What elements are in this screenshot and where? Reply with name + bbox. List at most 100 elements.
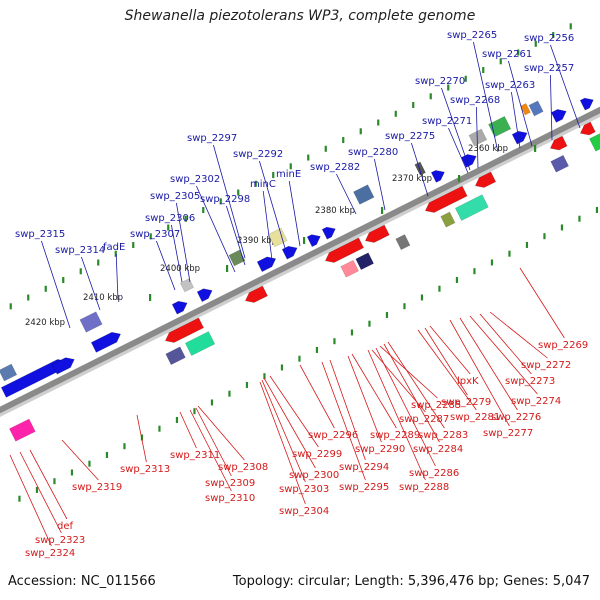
- reverse-gene-arrow: [579, 121, 596, 136]
- gene-arrow-shape: [306, 234, 321, 248]
- forward-gene-label: minC: [250, 179, 276, 190]
- forward-gene-label: swp_2305: [150, 191, 200, 202]
- reverse-label-leader: [321, 361, 366, 481]
- tick-mark: [44, 285, 47, 292]
- feature-block-shape: [589, 128, 600, 152]
- reverse-gene-label: swp_2272: [521, 360, 571, 371]
- tick-mark: [298, 355, 301, 362]
- tick-mark: [272, 172, 275, 179]
- gene-arrow-shape: [171, 300, 188, 315]
- reverse-label-leader: [189, 409, 232, 492]
- reverse-label-leader: [259, 381, 306, 505]
- forward-gene-label: swp_2257: [524, 63, 574, 74]
- reverse-feature-block: [550, 154, 569, 173]
- reverse-gene-label: swp_2288: [399, 482, 449, 493]
- reverse-label-leader: [19, 451, 62, 534]
- reverse-feature-block: [589, 128, 600, 152]
- tick-mark: [525, 241, 529, 248]
- gene-arrow-shape: [256, 256, 277, 273]
- gene-arrow-shape: [244, 285, 268, 303]
- reverse-label-leader: [179, 411, 197, 449]
- forward-label-leader: [262, 190, 273, 261]
- reverse-gene-arrow: [244, 285, 268, 303]
- genome-summary-text: Topology: circular; Length: 5,396,476 bp…: [232, 574, 590, 589]
- kbp-label: 2370 kbp: [392, 174, 432, 184]
- reverse-gene-label: def: [57, 521, 74, 532]
- reverse-gene-arrow: [364, 224, 390, 243]
- tick-mark: [210, 399, 214, 406]
- tick-mark: [377, 119, 380, 126]
- forward-gene-label: swp_2292: [233, 149, 283, 160]
- kbp-tick: [303, 237, 306, 244]
- tick-mark: [490, 259, 494, 266]
- feature-block-shape: [550, 154, 569, 173]
- tick-mark: [508, 250, 511, 257]
- reverse-label-leader: [329, 359, 366, 461]
- tick-mark: [280, 364, 284, 371]
- tick-mark: [350, 329, 354, 336]
- kbp-label: 2410 kbp: [83, 293, 123, 303]
- forward-label-leader: [156, 240, 176, 291]
- feature-block-shape: [520, 103, 531, 116]
- gene-arrow-shape: [549, 135, 568, 151]
- reverse-gene-label: swp_2304: [279, 506, 329, 517]
- tick-mark: [114, 250, 117, 257]
- forward-label-leader: [374, 158, 386, 211]
- reverse-gene-arrow: [424, 185, 468, 213]
- forward-label-leader: [171, 224, 183, 283]
- reverse-gene-label: swp_2295: [339, 482, 389, 493]
- reverse-label-leader: [61, 439, 99, 481]
- reverse-gene-label: swp_2313: [120, 464, 170, 475]
- tick-mark: [140, 434, 144, 441]
- reverse-gene-label: swp_2296: [308, 430, 358, 441]
- tick-mark: [324, 145, 327, 152]
- tick-mark: [123, 443, 126, 450]
- reverse-gene-label: swp_2273: [505, 376, 555, 387]
- reverse-label-leader: [269, 375, 319, 448]
- forward-label-leader: [41, 240, 71, 329]
- reverse-gene-label: swp_2319: [72, 482, 122, 493]
- reverse-feature-block: [165, 346, 186, 366]
- tick-mark: [245, 381, 249, 388]
- reverse-label-leader: [424, 327, 468, 396]
- forward-feature-block: [79, 311, 103, 333]
- forward-gene-arrow: [460, 154, 477, 168]
- kbp-label: 2360 kbp: [468, 144, 508, 154]
- reverse-feature-block: [395, 234, 411, 251]
- forward-gene-arrow: [256, 256, 277, 273]
- tick-mark: [595, 206, 599, 213]
- forward-gene-label: fadE: [103, 242, 125, 253]
- forward-gene-label: swp_2297: [187, 133, 237, 144]
- reverse-gene-label: swp_2269: [538, 340, 588, 351]
- feature-block-shape: [353, 184, 375, 205]
- forward-label-leader: [508, 60, 533, 147]
- forward-gene-label: swp_2265: [447, 30, 497, 41]
- tick-mark: [385, 311, 389, 318]
- tick-mark: [88, 460, 91, 467]
- tick-mark: [18, 495, 21, 502]
- kbp-label: 2380 kbp: [315, 206, 355, 216]
- reverse-gene-label: swp_2287: [399, 414, 449, 425]
- forward-feature-block: [268, 227, 288, 248]
- reverse-gene-arrow: [324, 237, 365, 263]
- tick-mark: [429, 93, 432, 100]
- forward-gene-arrow: [430, 170, 445, 183]
- feature-block-shape: [395, 234, 411, 251]
- tick-mark: [53, 478, 56, 485]
- gene-arrow-shape: [196, 288, 213, 303]
- feature-block-shape: [488, 116, 512, 138]
- tick-mark: [62, 277, 65, 284]
- tick-mark: [202, 207, 205, 214]
- feature-block-shape: [468, 128, 488, 147]
- forward-feature-block: [528, 100, 544, 117]
- reverse-label-leader: [29, 449, 68, 520]
- forward-gene-arrow: [550, 109, 567, 123]
- reverse-label-leader: [479, 313, 532, 375]
- feature-block-shape: [454, 194, 489, 221]
- forward-gene-label: swp_2256: [524, 33, 574, 44]
- kbp-tick: [381, 207, 384, 214]
- reverse-label-leader: [347, 355, 382, 443]
- forward-feature-block: [520, 103, 531, 116]
- gene-arrow-shape: [321, 226, 336, 240]
